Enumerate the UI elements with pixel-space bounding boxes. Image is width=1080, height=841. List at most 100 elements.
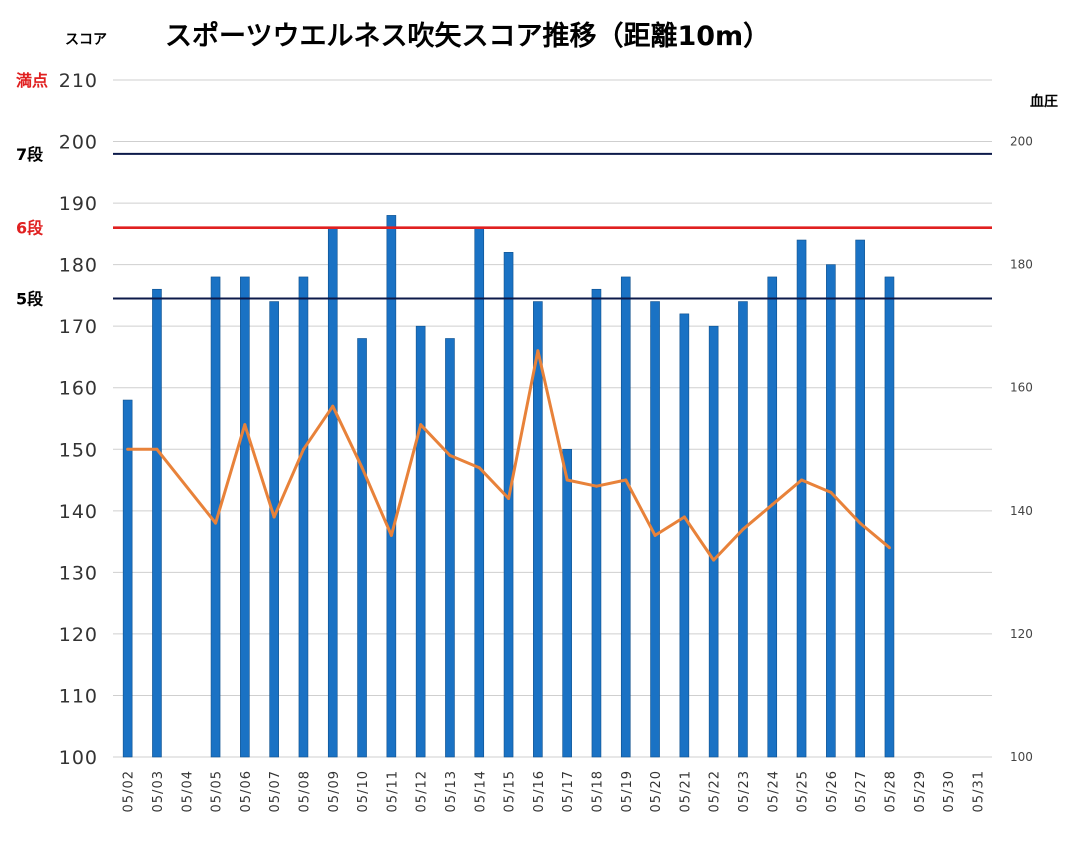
bar bbox=[855, 239, 865, 758]
line-point bbox=[653, 533, 657, 537]
x-tick-label: 05/09 bbox=[327, 770, 342, 812]
y-axis-left: 100 110 120 130 140 150 160 170 180 190 200 210 bbox=[59, 70, 98, 769]
y2-axis-title: 血圧 bbox=[1030, 93, 1058, 110]
bar bbox=[269, 301, 279, 758]
x-tick-label: 05/18 bbox=[590, 770, 605, 812]
line-point bbox=[858, 521, 862, 525]
y-tick-label: 130 bbox=[59, 562, 98, 584]
x-tick-label: 05/26 bbox=[825, 770, 840, 812]
bar bbox=[562, 448, 572, 758]
line-point bbox=[155, 447, 159, 451]
line-series bbox=[126, 349, 891, 562]
bar bbox=[240, 276, 250, 758]
line-point bbox=[419, 423, 423, 427]
x-tick-label: 05/02 bbox=[122, 770, 137, 812]
line-point bbox=[682, 515, 686, 519]
y-tick-label: 170 bbox=[59, 316, 98, 338]
gridlines bbox=[113, 79, 992, 758]
line-point bbox=[507, 497, 511, 501]
x-tick-label: 05/05 bbox=[210, 770, 225, 812]
y2-tick-label: 180 bbox=[1010, 258, 1033, 272]
x-tick-label: 05/20 bbox=[649, 770, 664, 812]
y-tick-label: 120 bbox=[59, 624, 98, 646]
line-point bbox=[624, 478, 628, 482]
x-tick-label: 05/16 bbox=[532, 770, 547, 812]
bar-series bbox=[122, 215, 895, 758]
line-path bbox=[127, 349, 891, 562]
y2-tick-label: 100 bbox=[1010, 750, 1033, 764]
bar bbox=[357, 338, 367, 758]
bar bbox=[152, 288, 162, 758]
y-tick-label: 110 bbox=[59, 685, 98, 707]
y-tick-label: 140 bbox=[59, 501, 98, 523]
x-tick-label: 05/27 bbox=[854, 770, 869, 812]
bar bbox=[386, 215, 397, 758]
bar bbox=[591, 288, 602, 758]
y-tick-label: 210 bbox=[59, 70, 98, 92]
x-tick-label: 05/17 bbox=[561, 770, 576, 812]
line-point bbox=[594, 484, 598, 488]
line-point bbox=[214, 521, 218, 525]
bar bbox=[767, 276, 778, 758]
line-point bbox=[272, 515, 276, 519]
bar bbox=[884, 276, 895, 758]
bar bbox=[620, 276, 631, 758]
y-tick-label: 190 bbox=[59, 193, 98, 215]
line-point bbox=[887, 546, 891, 550]
bar bbox=[796, 239, 807, 758]
x-tick-label: 05/19 bbox=[620, 770, 635, 812]
bar bbox=[298, 276, 309, 758]
x-tick-label: 05/21 bbox=[678, 770, 693, 812]
x-tick-label: 05/06 bbox=[239, 770, 254, 812]
reference-label: 5段 bbox=[16, 289, 44, 308]
y-axis-right: 100 120 140 160 180 200 bbox=[1010, 135, 1033, 764]
line-point bbox=[800, 478, 804, 482]
bar bbox=[826, 264, 836, 758]
x-tick-label: 05/04 bbox=[180, 770, 195, 812]
x-axis: 05/02 05/03 05/04 05/05 05/06 05/07 05/08 05/09… bbox=[122, 770, 987, 812]
line-point bbox=[536, 349, 540, 353]
line-point bbox=[770, 503, 774, 507]
x-tick-label: 05/11 bbox=[385, 770, 400, 812]
y-tick-label: 180 bbox=[59, 255, 98, 277]
y-axis-title: スコア bbox=[65, 32, 107, 48]
y2-tick-label: 200 bbox=[1010, 135, 1033, 149]
x-tick-label: 05/31 bbox=[971, 770, 986, 812]
y2-tick-label: 120 bbox=[1010, 627, 1033, 641]
x-tick-label: 05/28 bbox=[883, 770, 898, 812]
bar bbox=[122, 399, 133, 758]
x-tick-label: 05/10 bbox=[356, 770, 371, 812]
x-tick-label: 05/30 bbox=[942, 770, 957, 812]
line-point bbox=[126, 447, 130, 451]
x-tick-label: 05/24 bbox=[766, 770, 781, 812]
reference-label: 7段 bbox=[16, 145, 44, 164]
x-tick-label: 05/12 bbox=[415, 770, 430, 812]
reference-label: 6段 bbox=[16, 219, 44, 238]
bar bbox=[327, 227, 338, 758]
reference-lines: 満点 7段 6段 5段 bbox=[16, 71, 992, 308]
bar bbox=[533, 301, 543, 758]
bar bbox=[474, 227, 485, 758]
line-point bbox=[448, 453, 452, 457]
bar bbox=[503, 252, 514, 758]
reference-label: 満点 bbox=[16, 71, 48, 90]
x-tick-label: 05/08 bbox=[297, 770, 312, 812]
x-tick-label: 05/29 bbox=[913, 770, 928, 812]
x-tick-label: 05/23 bbox=[737, 770, 752, 812]
line-point bbox=[741, 527, 745, 531]
line-point bbox=[829, 490, 833, 494]
x-tick-label: 05/03 bbox=[151, 770, 166, 812]
y-tick-label: 200 bbox=[59, 132, 98, 154]
x-tick-label: 05/07 bbox=[268, 770, 283, 812]
line-point bbox=[243, 423, 247, 427]
bar bbox=[415, 325, 426, 758]
y2-tick-label: 160 bbox=[1010, 381, 1033, 395]
x-tick-label: 05/25 bbox=[796, 770, 811, 812]
x-tick-label: 05/14 bbox=[473, 770, 488, 812]
y2-tick-label: 140 bbox=[1010, 504, 1033, 518]
line-point bbox=[331, 404, 335, 408]
line-point bbox=[477, 466, 481, 470]
x-tick-label: 05/13 bbox=[444, 770, 459, 812]
line-point bbox=[712, 558, 716, 562]
line-point bbox=[360, 466, 364, 470]
